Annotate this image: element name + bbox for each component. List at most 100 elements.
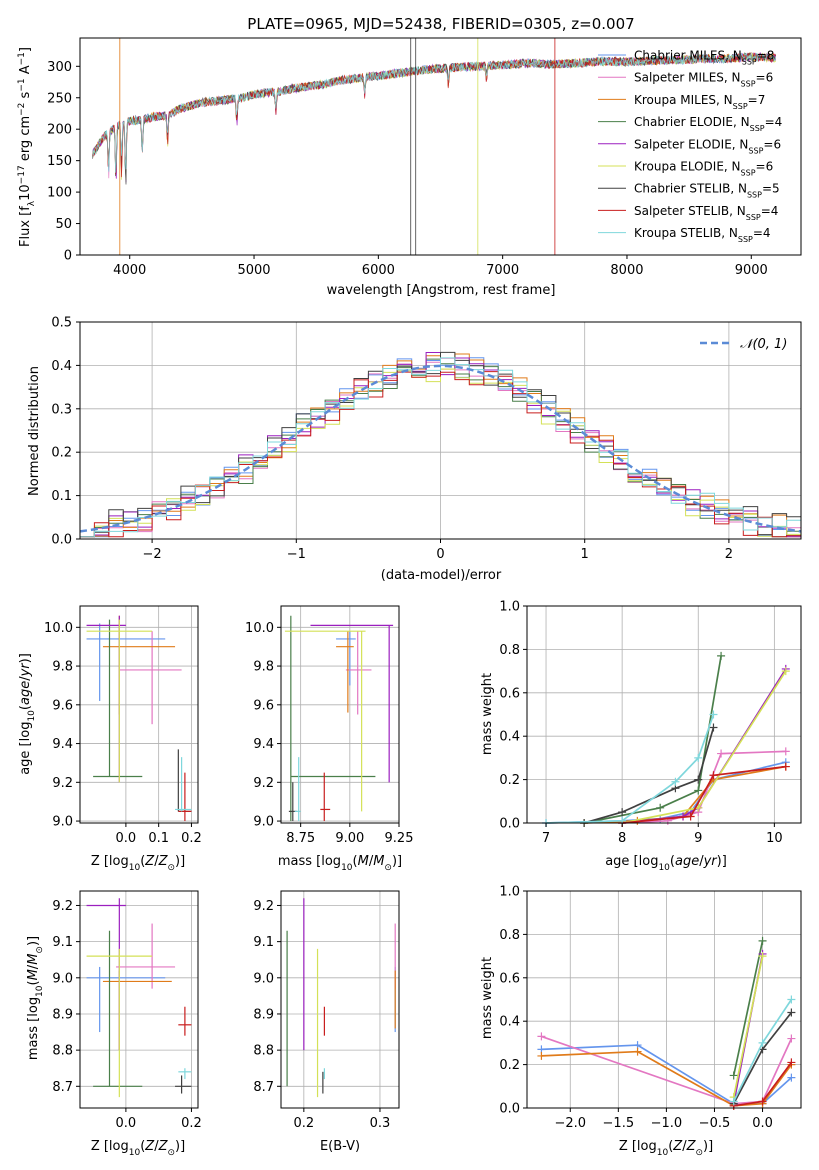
mass-weight-vs-age-marker-salpeter-stelib	[709, 771, 718, 780]
spectrum-ylabel: Flux [fλ10−17 erg cm−2 s−1 A−1]	[17, 47, 37, 247]
age-vs-Z-axes-frame	[79, 605, 199, 824]
spectrum-axes-frame	[79, 37, 802, 256]
histogram-kroupa-stelib	[80, 357, 801, 538]
mass-weight-vs-age-marker-salpeter-stelib	[781, 762, 790, 771]
mass-weight-vs-Z-panel: −2.0 −1.5 −1.0 −0.5 0.0 0.0 0.2 0.4 0.6 0.8 1.0	[499, 885, 802, 1131]
mass-weight-vs-Z-xlabel: Z [log10(Z/Z⊙)]	[619, 1139, 713, 1158]
residuals-xtick-label: 2	[725, 547, 733, 562]
age-vs-Z-ytick-label: 9.8	[52, 660, 73, 675]
age-vs-Z-xtick-label: 0.1	[148, 831, 169, 846]
age-vs-mass-panel: 8.75 9.00 9.25 9.0 9.2 9.4 9.6 9.8 10.0	[245, 605, 414, 846]
residuals-ytick-label: 0.1	[51, 489, 72, 504]
mass-weight-vs-age-xtick-label: 9	[694, 831, 702, 846]
spectrum-legend: Chabrier MILES, NSSP=8 Salpeter MILES, NS…	[598, 49, 782, 244]
mass-weight-vs-age-marker-salpeter-stelib	[686, 812, 695, 821]
age-vs-mass-xtick-label: 8.75	[286, 831, 315, 846]
mass-weight-vs-age-ytick-label: 0.4	[499, 730, 520, 745]
mass-weight-vs-age-marker-chabrier-elodie	[694, 786, 703, 795]
mass-weight-vs-Z-marker-chabrier-elodie	[758, 936, 767, 945]
mass-vs-EBV-xlabel: E(B-V)	[320, 1139, 360, 1154]
mass-weight-vs-Z-marker-kroupa-miles	[633, 1047, 642, 1056]
mass-vs-Z-ytick-label: 9.1	[52, 935, 73, 950]
spectrum-xtick-label: 9000	[735, 263, 768, 278]
mass-weight-vs-age-marker-salpeter-miles	[781, 747, 790, 756]
residuals-xtick-label: 0	[436, 547, 444, 562]
mass-weight-vs-Z-xtick-label: −1.0	[651, 1116, 683, 1131]
age-vs-mass-ytick-label: 9.0	[253, 815, 274, 830]
mass-weight-vs-Z-xtick-label: 0.0	[752, 1116, 773, 1131]
spectrum-ytick-label: 300	[47, 60, 72, 75]
mass-vs-Z-ytick-label: 9.2	[52, 899, 73, 914]
normal-curve	[79, 364, 802, 533]
mass-vs-Z-ytick-label: 9.0	[52, 971, 73, 986]
spectrum-line-kroupa-stelib	[92, 52, 776, 173]
residuals-panel: −2 −1 0 1 2 0.0 0.1 0.2 0.3 0.4 0.5 (data-model)/e…	[27, 316, 802, 583]
residuals-xtick-label: 1	[581, 547, 589, 562]
residuals-ytick-label: 0.2	[51, 446, 72, 461]
mass-weight-vs-Z-ytick-label: 0.4	[499, 1015, 520, 1030]
mass-weight-vs-Z-ytick-label: 1.0	[499, 885, 520, 900]
age-vs-Z-ytick-label: 9.6	[52, 698, 73, 713]
age-vs-mass-ytick-label: 9.2	[253, 776, 274, 791]
mass-vs-EBV-xtick-label: 0.2	[293, 1116, 314, 1131]
age-vs-mass-xtick-label: 9.25	[385, 831, 414, 846]
spectrum-xtick-label: 6000	[362, 263, 395, 278]
legend-label-kroupa-elodie: Kroupa ELODIE, NSSP=6	[634, 160, 773, 178]
age-vs-Z-xlabel: Z [log10(Z/Z⊙)]	[91, 854, 185, 873]
mass-weight-vs-age-xtick-label: 10	[766, 831, 783, 846]
residuals-ytick-label: 0.4	[51, 359, 72, 374]
legend-label-chabrier-miles: Chabrier MILES, NSSP=8	[634, 49, 774, 67]
mass-weight-vs-Z-xtick-label: −1.5	[603, 1116, 635, 1131]
mass-weight-vs-Z-marker-kroupa-stelib	[758, 1038, 767, 1047]
mass-weight-vs-Z-marker-chabrier-miles	[787, 1073, 796, 1082]
mass-weight-vs-age-marker-salpeter-miles	[717, 749, 726, 758]
mass-weight-vs-Z-marker-salpeter-stelib	[758, 1097, 767, 1106]
age-vs-Z-panel: 0.0 0.1 0.2 9.0 9.2 9.4 9.6 9.8 10.0	[44, 605, 202, 846]
mass-weight-vs-age-line-salpeter-stelib	[622, 765, 786, 824]
mass-vs-EBV-ytick-label: 9.0	[253, 971, 274, 986]
spectrum-ytick-label: 250	[47, 91, 72, 106]
mass-vs-Z-xlabel: Z [log10(Z/Z⊙)]	[91, 1139, 185, 1158]
mass-weight-vs-Z-axes-frame	[526, 890, 802, 1109]
mass-weight-vs-Z-marker-salpeter-miles	[787, 1034, 796, 1043]
mass-weight-vs-Z-marker-kroupa-stelib	[787, 995, 796, 1004]
spectrum-ytick-label: 50	[55, 217, 72, 232]
age-vs-mass-xtick-label: 9.00	[335, 831, 364, 846]
mass-weight-vs-Z-marker-chabrier-stelib	[787, 1008, 796, 1017]
age-vs-mass-ytick-label: 10.0	[245, 621, 274, 636]
mass-weight-vs-Z-line-chabrier-elodie	[732, 940, 764, 1076]
mass-vs-Z-ytick-label: 8.7	[52, 1080, 73, 1095]
age-vs-Z-ytick-label: 10.0	[44, 621, 73, 636]
mass-weight-vs-age-marker-kroupa-stelib	[694, 753, 703, 762]
mass-weight-vs-age-ytick-label: 0.6	[499, 686, 520, 701]
mass-vs-Z-xtick-label: 0.0	[116, 1116, 137, 1131]
age-vs-mass-ytick-label: 9.4	[253, 737, 274, 752]
mass-weight-vs-Z-ylabel: mass weight	[480, 957, 495, 1039]
legend-label-chabrier-elodie: Chabrier ELODIE, NSSP=4	[634, 115, 782, 133]
mass-weight-vs-age-ytick-label: 1.0	[499, 600, 520, 615]
spectrum-xtick-label: 4000	[113, 263, 146, 278]
age-vs-Z-ytick-label: 9.2	[52, 776, 73, 791]
spectrum-title: PLATE=0965, MJD=52438, FIBERID=0305, z=0…	[247, 15, 634, 33]
spectrum-panel: PLATE=0965, MJD=52438, FIBERID=0305, z=0…	[17, 15, 802, 298]
spectrum-xtick-label: 8000	[610, 263, 643, 278]
mass-vs-Z-xtick-label: 0.2	[181, 1116, 202, 1131]
residuals-ytick-label: 0.3	[51, 402, 72, 417]
legend-label-salpeter-miles: Salpeter MILES, NSSP=6	[634, 71, 773, 89]
mass-weight-vs-age-xtick-label: 8	[618, 831, 626, 846]
spectrum-xtick-label: 7000	[486, 263, 519, 278]
mass-weight-vs-Z-marker-kroupa-stelib	[729, 1097, 738, 1106]
mass-vs-EBV-xtick-label: 0.3	[370, 1116, 391, 1131]
mass-weight-vs-age-axes-frame	[526, 605, 802, 824]
age-vs-mass-ytick-label: 9.6	[253, 698, 274, 713]
spectrum-ytick-label: 150	[47, 154, 72, 169]
mass-weight-vs-age-xlabel: age [log10(age/yr)]	[605, 854, 727, 873]
mass-weight-vs-Z-ytick-label: 0.2	[499, 1058, 520, 1073]
mass-weight-vs-Z-ytick-label: 0.0	[499, 1102, 520, 1117]
spectrum-plot-area	[92, 38, 776, 255]
age-vs-Z-xtick-label: 0.2	[181, 831, 202, 846]
mass-vs-EBV-ytick-label: 8.7	[253, 1080, 274, 1095]
mass-weight-vs-Z-line-salpeter-miles	[541, 1035, 793, 1105]
mass-weight-vs-age-marker-kroupa-elodie	[781, 667, 790, 676]
